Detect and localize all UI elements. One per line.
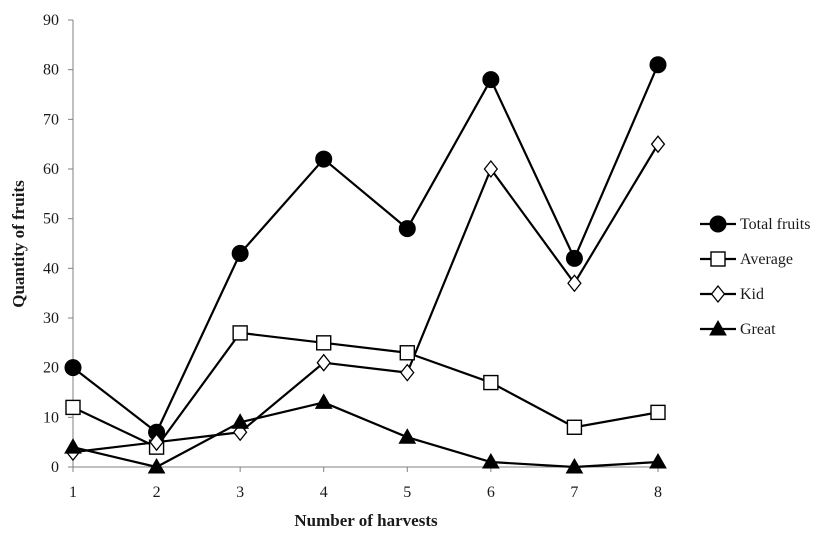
legend-label-total-fruits: Total fruits [740, 216, 810, 233]
series-points-great [64, 393, 667, 474]
series-line-great [72, 401, 659, 469]
x-tick-label: 2 [153, 484, 161, 501]
y-tick-label: 80 [43, 62, 59, 79]
x-tick-label: 1 [69, 484, 77, 501]
legend-label-kid: Kid [740, 286, 764, 303]
data-point-total-fruits [398, 220, 416, 238]
legend-label-average: Average [740, 251, 793, 268]
data-point-average [316, 335, 332, 351]
legend-label-great: Great [740, 321, 776, 338]
series-markers [64, 56, 667, 474]
y-tick-label: 60 [43, 161, 59, 178]
x-tick-label: 4 [320, 484, 328, 501]
data-point-average [650, 404, 666, 421]
x-tick-label: 6 [487, 484, 495, 501]
data-point-total-fruits [565, 249, 583, 267]
data-point-great [565, 457, 584, 474]
legend-item-great: Great [700, 319, 776, 338]
x-tick-label: 5 [403, 484, 411, 501]
data-point-great [231, 413, 250, 429]
y-tick-label: 50 [43, 211, 59, 228]
data-point-kid [650, 135, 666, 154]
y-tick-label: 10 [43, 409, 59, 426]
legend-marker-average [710, 251, 726, 267]
series-lines [72, 64, 660, 469]
y-tick-label: 70 [43, 111, 59, 128]
y-tick-label: 0 [51, 459, 59, 476]
data-point-great [147, 457, 166, 474]
ticks: 0 10 20 30 40 50 60 70 80 90 1 2 3 4 5 6 7 8 [43, 12, 662, 501]
data-point-average [65, 399, 81, 416]
y-tick-label: 20 [43, 360, 59, 377]
axes [72, 20, 658, 468]
x-tick-label: 3 [236, 484, 244, 501]
data-point-kid [400, 363, 415, 382]
series-layer [64, 56, 667, 474]
y-tick-label: 40 [43, 260, 59, 277]
y-tick-label: 30 [43, 310, 59, 327]
data-point-total-fruits [64, 359, 82, 377]
y-axis-title: Quantity of fruits [9, 180, 28, 308]
data-point-total-fruits [482, 71, 500, 89]
data-point-kid [316, 353, 331, 372]
series-line-kid [72, 143, 659, 454]
legend-marker-great [709, 319, 727, 336]
x-axis-title: Number of harvests [294, 511, 438, 530]
legend-item-average: Average [700, 251, 793, 268]
data-point-total-fruits [315, 150, 333, 168]
x-tick-label: 8 [654, 484, 662, 501]
data-point-kid [149, 433, 164, 452]
legend-item-kid: Kid [700, 284, 764, 304]
legend: Total fruits Average Kid Great [700, 215, 810, 338]
x-tick-label: 7 [570, 484, 578, 501]
series-line-total-fruits [72, 64, 660, 434]
y-tick-label: 90 [43, 12, 59, 29]
legend-marker-kid [710, 284, 726, 304]
data-point-total-fruits [649, 56, 667, 74]
series-points-kid [65, 135, 666, 462]
data-point-average [566, 419, 583, 435]
legend-marker-total-fruits [709, 215, 727, 233]
data-point-great [649, 453, 667, 469]
series-line-average [72, 331, 659, 449]
data-point-average [232, 325, 248, 341]
data-point-great [481, 453, 500, 469]
data-point-great [64, 438, 82, 454]
data-point-average [483, 374, 499, 391]
data-point-great [398, 428, 417, 444]
data-point-kid [483, 159, 499, 179]
data-point-average [399, 345, 415, 361]
data-point-kid [567, 274, 582, 293]
legend-item-total-fruits: Total fruits [700, 215, 810, 233]
series-points-total-fruits [64, 56, 667, 441]
data-point-great [314, 393, 333, 409]
data-point-total-fruits [231, 244, 249, 262]
